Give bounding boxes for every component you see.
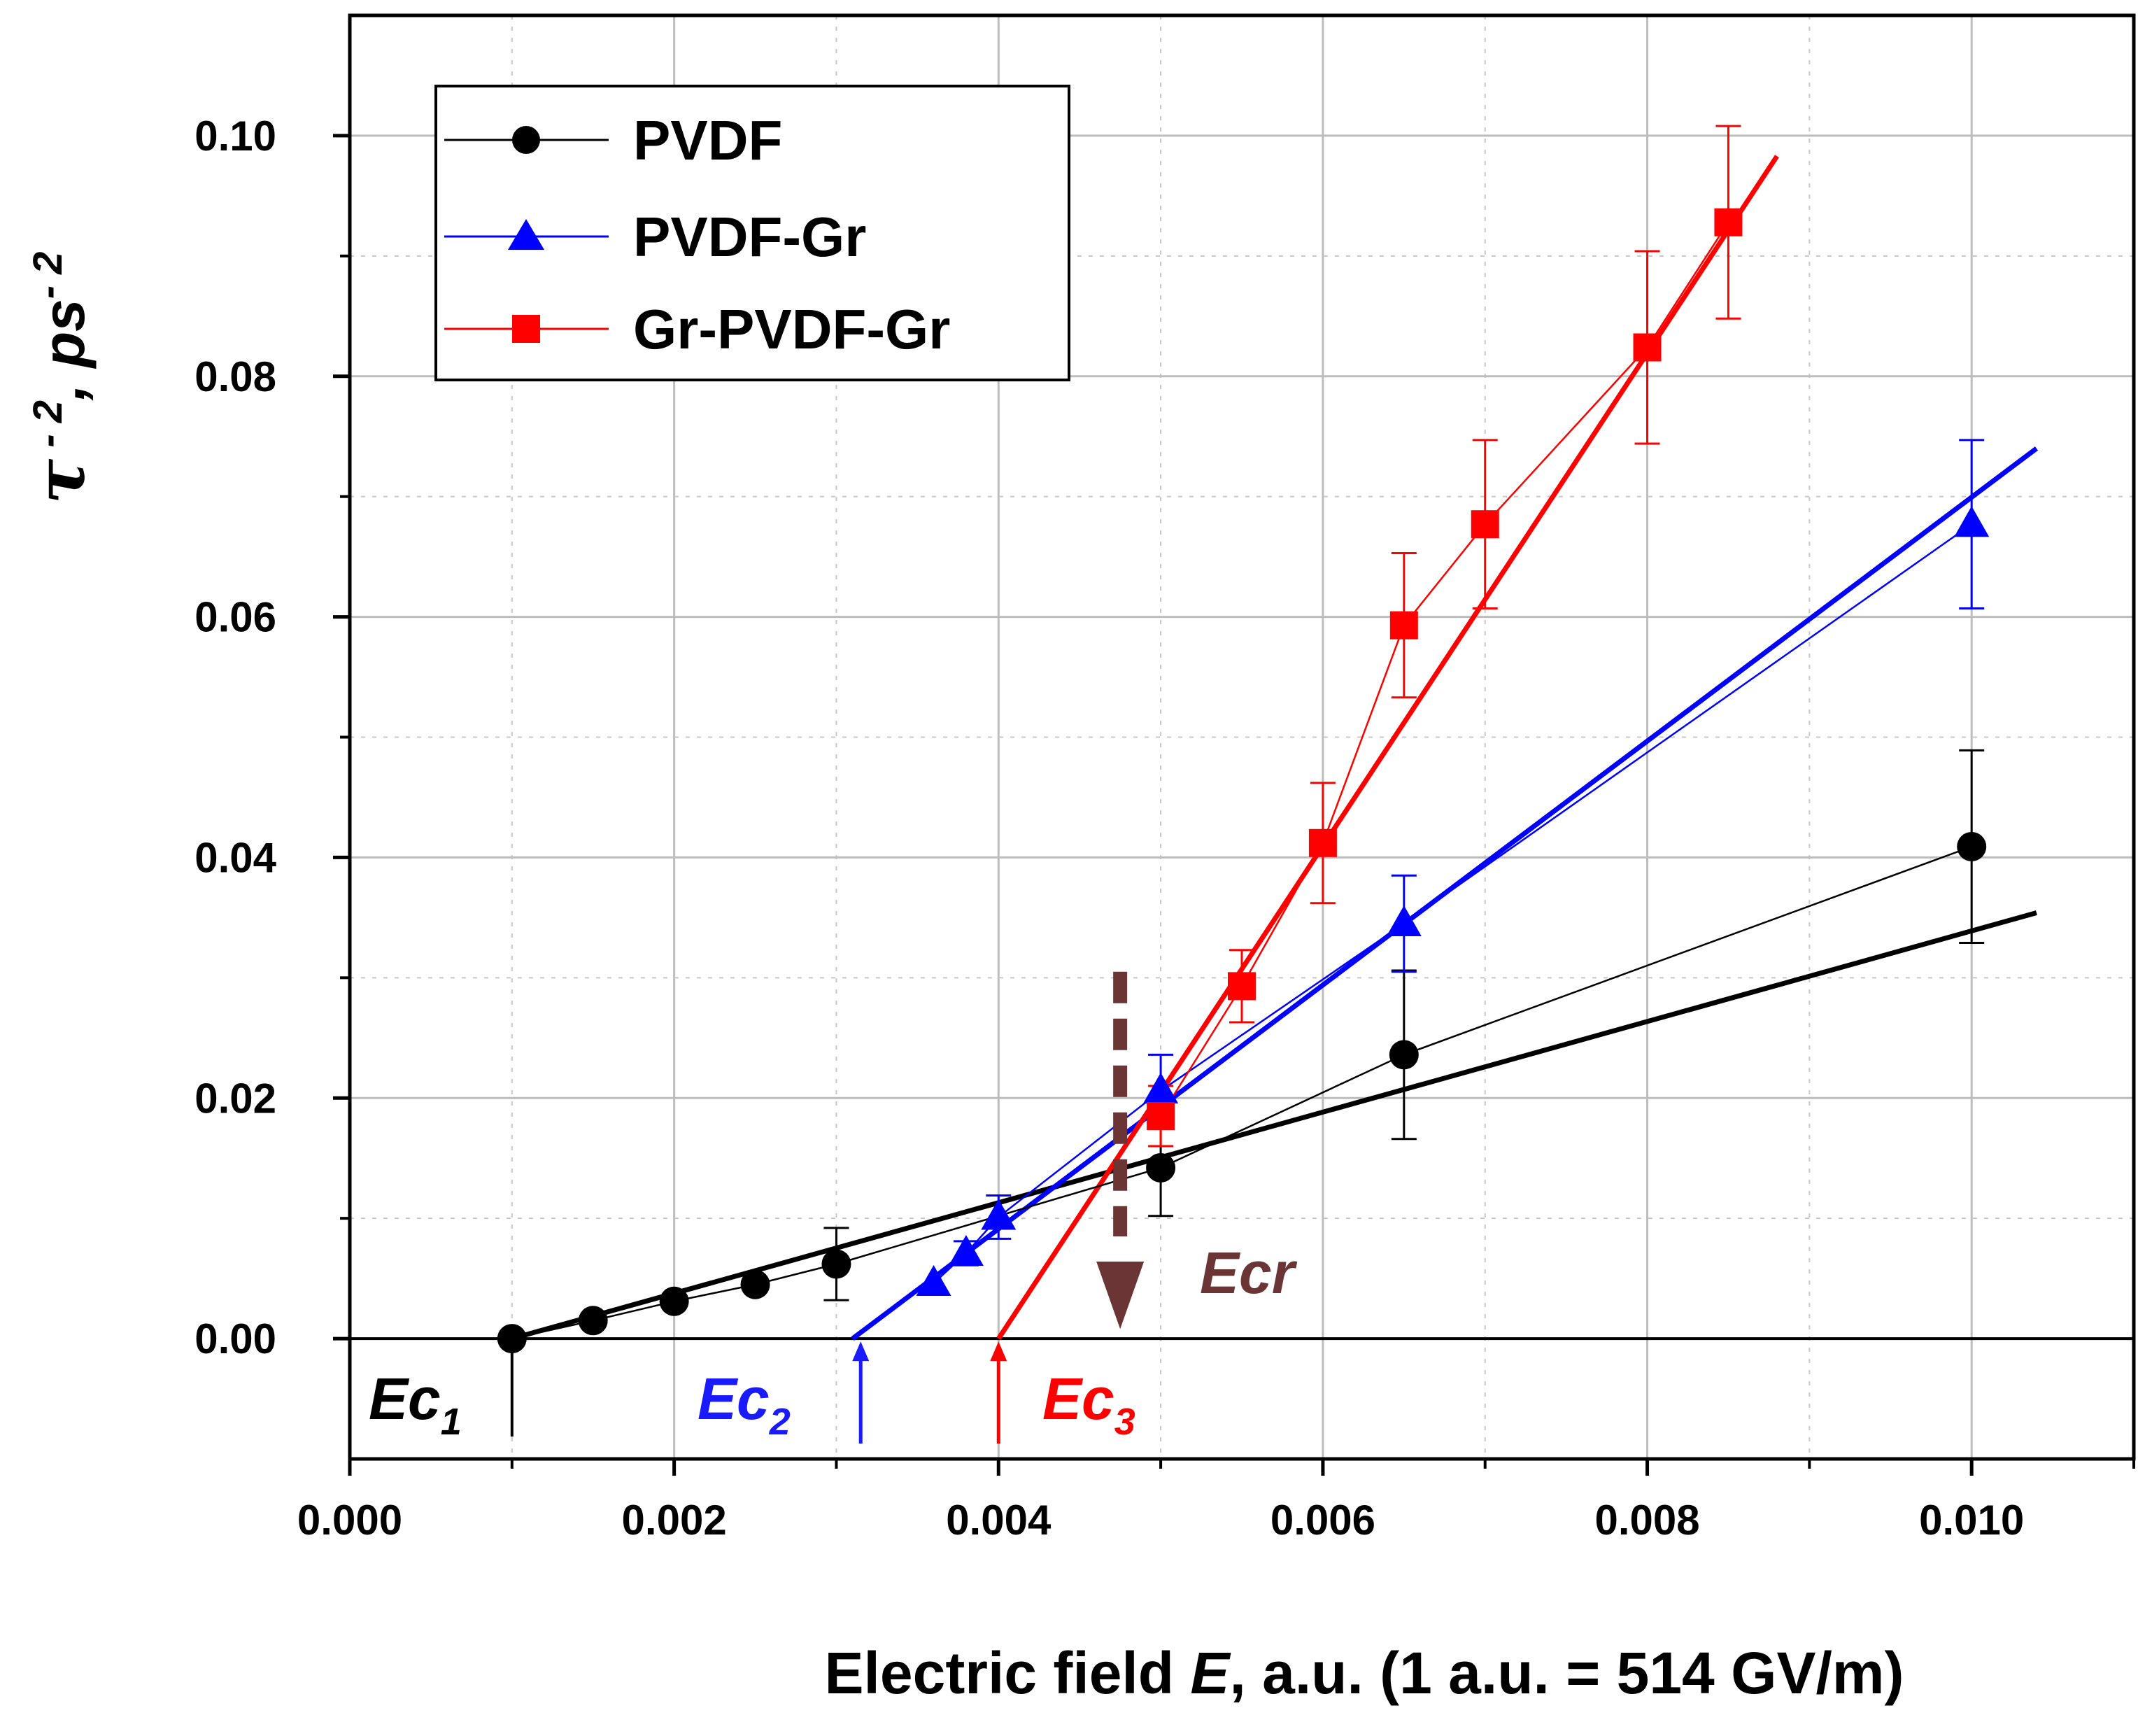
- y-axis-sup1: - 2: [25, 400, 71, 459]
- y-axis-mid: , ps: [31, 299, 97, 401]
- point-pvdf: [1389, 1040, 1419, 1070]
- point-pvdf: [740, 1269, 770, 1299]
- point-pvdf-gr: [1954, 506, 1990, 537]
- y-tick-label: 0.04: [194, 834, 276, 881]
- ec3-label: Ec3: [1042, 1366, 1135, 1443]
- legend-label-pvdf: PVDF: [633, 109, 782, 171]
- point-gr-pvdf-gr: [1633, 333, 1662, 362]
- ec2-label: Ec2: [698, 1366, 791, 1443]
- y-tick-label: 0.06: [194, 594, 276, 641]
- legend-marker-gr-pvdf-gr: [512, 315, 540, 343]
- ecr-label: Ecr: [1200, 1240, 1298, 1306]
- axis-ticks: 0.000 0.002 0.004 0.006 0.008 0.010 0.00 0.02 0.…: [194, 113, 2135, 1544]
- legend-box: [434, 85, 1070, 381]
- ec3-arrowhead: [990, 1341, 1007, 1362]
- legend-marker-pvdf: [512, 126, 540, 154]
- data-markers: [497, 208, 1990, 1354]
- y-tick-label: 0.10: [194, 113, 276, 160]
- ec2-label-sub: 2: [769, 1401, 791, 1443]
- legend-label-gr-pvdf-gr: Gr-PVDF-Gr: [633, 298, 950, 360]
- ec1-label-base: Ec: [369, 1366, 441, 1432]
- x-axis-title-var: E: [1190, 1640, 1231, 1706]
- ec3-label-sub: 3: [1114, 1401, 1135, 1443]
- point-pvdf: [1146, 1152, 1176, 1183]
- point-pvdf-gr: [1386, 905, 1422, 936]
- point-pvdf: [1957, 831, 1987, 861]
- point-gr-pvdf-gr: [1714, 208, 1743, 237]
- point-pvdf-gr: [981, 1199, 1017, 1230]
- fit-line-pvdf: [511, 910, 2037, 1341]
- fit-line-pvdf-gr: [851, 446, 2039, 1341]
- ec2-label-base: Ec: [698, 1366, 770, 1432]
- x-axis-title-prefix: Electric field: [825, 1640, 1191, 1706]
- y-axis-title: τ - 2, ps- 2: [21, 252, 100, 504]
- point-gr-pvdf-gr: [1228, 972, 1256, 1001]
- legend: PVDF PVDF-Gr Gr-PVDF-Gr: [434, 85, 1070, 381]
- point-pvdf: [578, 1306, 608, 1336]
- x-tick-label: 0.002: [622, 1497, 727, 1544]
- x-tick-label: 0.010: [1919, 1497, 2024, 1544]
- point-gr-pvdf-gr: [1308, 828, 1337, 857]
- y-tick-label: 0.02: [194, 1075, 276, 1122]
- point-gr-pvdf-gr: [1147, 1102, 1175, 1131]
- point-pvdf: [659, 1286, 689, 1316]
- ec3-label-base: Ec: [1042, 1366, 1114, 1432]
- ec1-label: Ec1: [369, 1366, 462, 1443]
- ecr-down-triangle: [1096, 1262, 1145, 1329]
- point-gr-pvdf-gr: [1389, 611, 1418, 640]
- point-pvdf-gr: [916, 1265, 951, 1297]
- x-axis-title: Electric field E, a.u. (1 a.u. = 514 GV/…: [825, 1640, 1904, 1706]
- ecr-label-base: Ecr: [1200, 1240, 1298, 1306]
- legend-marker-pvdf-gr: [508, 219, 544, 250]
- point-pvdf-gr: [948, 1235, 984, 1266]
- y-tick-label: 0.08: [194, 353, 276, 400]
- point-pvdf: [821, 1249, 851, 1279]
- y-tick-label: 0.00: [194, 1315, 276, 1362]
- point-pvdf-gr: [1143, 1072, 1179, 1103]
- legend-label-pvdf-gr: PVDF-Gr: [633, 206, 866, 268]
- x-tick-label: 0.008: [1594, 1497, 1699, 1544]
- x-tick-label: 0.004: [946, 1497, 1052, 1544]
- ec2-arrowhead: [852, 1341, 870, 1362]
- y-axis-sup2: - 2: [25, 252, 71, 299]
- x-tick-label: 0.006: [1270, 1497, 1375, 1544]
- ec1-label-sub: 1: [441, 1401, 462, 1443]
- x-axis-title-suffix: , a.u. (1 a.u. = 514 GV/m): [1229, 1640, 1904, 1706]
- point-gr-pvdf-gr: [1471, 510, 1499, 539]
- x-tick-label: 0.000: [297, 1497, 402, 1544]
- connector-lines: [511, 222, 1972, 1340]
- y-axis-tau: τ: [21, 458, 100, 504]
